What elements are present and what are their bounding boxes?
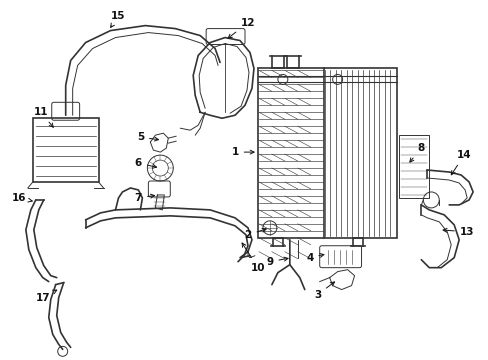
Text: 17: 17 bbox=[36, 290, 57, 302]
Text: 6: 6 bbox=[135, 158, 156, 168]
Text: 10: 10 bbox=[242, 243, 264, 273]
Text: 11: 11 bbox=[34, 107, 53, 127]
Text: 8: 8 bbox=[409, 143, 424, 162]
Text: 4: 4 bbox=[305, 253, 323, 263]
Text: 15: 15 bbox=[110, 11, 125, 27]
Text: 7: 7 bbox=[135, 193, 154, 203]
Bar bbox=[258, 68, 397, 238]
Text: 13: 13 bbox=[442, 227, 473, 237]
Text: 2: 2 bbox=[244, 228, 265, 240]
Text: 3: 3 bbox=[313, 282, 334, 300]
Bar bbox=[399, 135, 428, 198]
Text: 1: 1 bbox=[231, 147, 254, 157]
Text: 5: 5 bbox=[137, 132, 158, 142]
Text: 9: 9 bbox=[266, 257, 287, 267]
Text: 14: 14 bbox=[450, 150, 470, 175]
Bar bbox=[33, 118, 99, 182]
Text: 16: 16 bbox=[12, 193, 32, 203]
Text: 12: 12 bbox=[228, 18, 255, 38]
